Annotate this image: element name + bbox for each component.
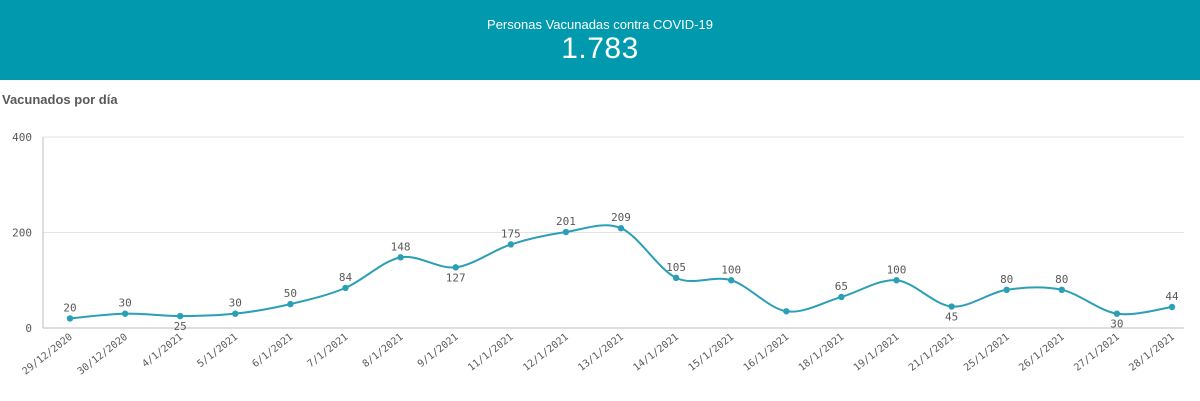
chart-title: Vacunados por día (2, 92, 118, 107)
x-tick-label-7: 9/1/2021 (416, 332, 461, 370)
x-tick-label-17: 25/1/2021 (962, 332, 1011, 374)
y-tick-label-1: 200 (12, 227, 32, 240)
x-tick-label-9: 12/1/2021 (521, 332, 570, 374)
data-label-10: 209 (611, 211, 631, 224)
data-point-14 (838, 293, 845, 301)
x-tick-label-3: 5/1/2021 (195, 332, 240, 370)
data-point-1 (121, 310, 129, 317)
data-label-7: 127 (446, 271, 466, 284)
x-tick-label-12: 15/1/2021 (687, 332, 736, 374)
x-tick-label-2: 4/1/2021 (140, 332, 185, 370)
data-point-11 (672, 274, 680, 282)
data-point-12 (728, 277, 735, 284)
data-label-16: 45 (945, 311, 958, 324)
x-tick-label-0: 29/12/2020 (21, 332, 75, 378)
data-label-17: 80 (1000, 273, 1013, 286)
x-tick-label-4: 6/1/2021 (251, 332, 296, 370)
data-point-4 (287, 300, 294, 308)
kpi-label: Personas Vacunadas contra COVID-19 (487, 17, 713, 32)
data-point-0 (66, 315, 74, 322)
data-label-15: 100 (887, 263, 907, 276)
x-tick-label-1: 30/12/2020 (76, 332, 130, 378)
data-label-12: 100 (721, 263, 741, 276)
data-point-9 (562, 228, 570, 236)
x-tick-label-18: 26/1/2021 (1017, 332, 1066, 374)
data-label-3: 30 (229, 297, 242, 310)
x-tick-label-19: 27/1/2021 (1072, 332, 1121, 374)
data-point-10 (617, 225, 625, 232)
data-point-19 (1113, 310, 1121, 317)
x-tick-label-11: 14/1/2021 (631, 332, 680, 374)
y-tick-label-2: 400 (12, 131, 32, 144)
data-label-18: 80 (1055, 273, 1068, 286)
data-label-20: 44 (1165, 290, 1179, 303)
data-point-2 (177, 312, 184, 320)
x-tick-label-20: 28/1/2021 (1127, 332, 1176, 374)
x-tick-label-13: 16/1/2021 (742, 332, 791, 374)
data-label-0: 20 (63, 301, 76, 314)
data-label-11: 105 (666, 261, 686, 274)
data-label-8: 175 (501, 227, 521, 240)
data-point-20 (1168, 303, 1176, 311)
data-label-4: 50 (284, 287, 297, 300)
data-label-6: 148 (391, 240, 411, 253)
data-point-15 (893, 277, 900, 284)
x-tick-label-10: 13/1/2021 (576, 332, 625, 374)
data-point-7 (452, 264, 459, 271)
data-label-2: 25 (174, 320, 187, 333)
x-tick-label-6: 8/1/2021 (361, 332, 406, 370)
data-label-5: 84 (339, 271, 353, 284)
x-tick-label-15: 19/1/2021 (852, 332, 901, 374)
data-label-1: 30 (118, 297, 131, 310)
data-point-17 (1003, 286, 1010, 293)
data-label-14: 65 (835, 280, 848, 293)
data-point-3 (232, 310, 239, 317)
kpi-value: 1.783 (561, 32, 639, 65)
y-tick-label-0: 0 (25, 322, 32, 335)
data-point-8 (507, 241, 514, 248)
data-point-5 (342, 284, 349, 292)
kpi-banner: Personas Vacunadas contra COVID-19 1.783 (0, 0, 1200, 80)
x-tick-label-5: 7/1/2021 (306, 332, 351, 370)
data-point-16 (948, 303, 955, 310)
x-tick-label-8: 11/1/2021 (466, 332, 515, 374)
data-point-18 (1058, 286, 1066, 293)
data-point-13 (783, 308, 790, 315)
x-tick-label-14: 18/1/2021 (797, 332, 846, 374)
x-tick-label-16: 21/1/2021 (907, 332, 956, 374)
data-label-9: 201 (556, 215, 576, 228)
data-point-6 (397, 254, 404, 261)
data-label-19: 30 (1110, 318, 1123, 331)
